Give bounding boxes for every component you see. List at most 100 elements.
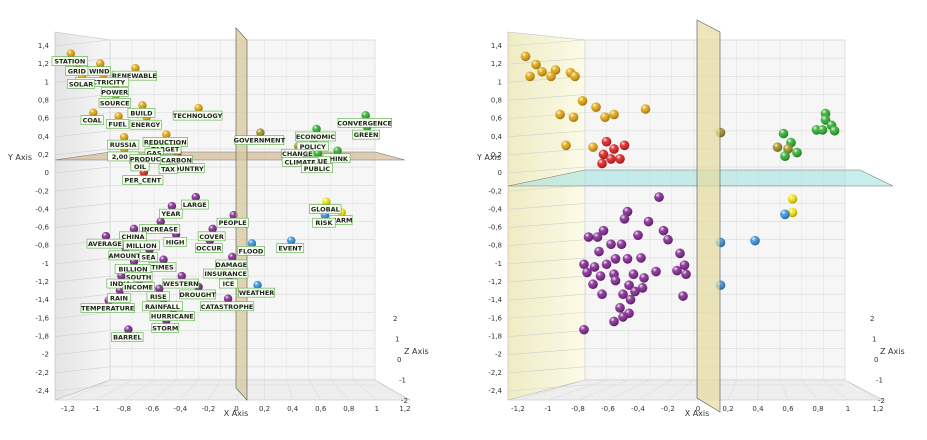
label-box [142, 301, 183, 312]
data-point [156, 217, 165, 226]
x-tick-label: 1,2 [399, 405, 410, 413]
label-box [86, 238, 124, 249]
point-label: BILLION [114, 264, 152, 274]
point-label: RISE [146, 291, 170, 302]
data-point [138, 101, 147, 110]
x-tick-label: 1,2 [872, 405, 883, 413]
data-point [598, 225, 609, 236]
sphere-shading [787, 207, 798, 218]
y-tick-label: -0,6 [488, 224, 502, 232]
data-point [787, 207, 798, 218]
data-point [208, 224, 217, 234]
point-label: OCCUR [195, 243, 223, 253]
data-point [628, 269, 639, 280]
label-box [309, 204, 342, 214]
grid-line [607, 379, 651, 401]
point-label: DROUGHT [179, 289, 216, 300]
label-box [139, 224, 181, 234]
label-box [51, 56, 89, 66]
grid-line [208, 379, 221, 401]
label-box [111, 332, 144, 342]
sphere-shading [114, 112, 123, 121]
grid-line [517, 379, 586, 401]
data-point [253, 280, 262, 290]
data-point [625, 294, 636, 305]
sphere-shading [520, 51, 531, 62]
point-label-text: WARM [329, 217, 352, 225]
data-point [658, 225, 669, 236]
grid-line [54, 330, 111, 337]
sphere-shading [322, 197, 331, 206]
point-label-text: RUSSIA [110, 141, 137, 149]
sphere-shading [615, 303, 625, 313]
point-label-text: STORM [152, 325, 178, 333]
grid-line [54, 148, 111, 156]
sphere-shading [525, 71, 535, 82]
data-point [124, 325, 133, 334]
point-label-text: GLOBAL [311, 206, 340, 214]
label-box [281, 157, 319, 167]
point-label-text: HURRICANE [151, 313, 194, 321]
label-box [127, 108, 156, 118]
point-label: CARBON [160, 155, 193, 165]
data-point [783, 144, 793, 154]
y-tick-label: 0,8 [491, 96, 502, 104]
y-tick-label: 0 [498, 169, 502, 177]
sphere-shading [253, 280, 262, 290]
data-point [555, 109, 565, 120]
point-label-text: INCOME [124, 284, 153, 292]
data-point [651, 266, 661, 277]
label-box [122, 175, 164, 185]
point-label-text: CARBON [161, 157, 192, 165]
sphere-shading [679, 260, 690, 270]
x-axis-title: X Axis [224, 409, 249, 418]
point-label: OIL [130, 161, 150, 172]
point-label-text: TAX [161, 166, 175, 174]
z-tick-label: 0 [397, 356, 401, 364]
point-label-text: 2,00 € [112, 153, 135, 161]
data-point [780, 209, 790, 220]
point-label: FLOOD [237, 246, 265, 256]
point-label-text: LARGE [183, 201, 207, 209]
y-tick-label: 1,4 [38, 42, 50, 50]
y-tick-label: -2,2 [488, 369, 502, 377]
x-axis-title: X Axis [685, 409, 710, 418]
point-label: TECHNOLOGY [172, 110, 223, 121]
label-box [172, 110, 223, 121]
y-axis-title: Y Axis [7, 153, 32, 162]
point-label: SOLAR [67, 79, 95, 89]
point-label: WESTERN [162, 278, 199, 289]
scatter-plot-right: 1,4 1,2 1 0,8 0,6 0,4 0,2 0 -0,2 -0,4 -0,6 -0,8 -1 -1… [476, 19, 905, 418]
data-point [750, 235, 760, 246]
data-point [96, 59, 105, 68]
data-point [817, 125, 828, 135]
grid-line [330, 379, 350, 401]
grid-line [54, 257, 111, 265]
point-label: STATION [51, 56, 89, 66]
sphere-shading [622, 206, 633, 217]
point-label-text: INDIA [110, 280, 131, 288]
label-box [80, 303, 135, 313]
point-label: GRID [65, 66, 89, 76]
y-tick-label: 0,6 [491, 115, 503, 123]
grid-line [507, 293, 586, 301]
point-label: HURRICANE [149, 311, 195, 322]
z-axis-title: Z Axis [880, 347, 905, 356]
sphere-shading [537, 66, 547, 77]
point-label-text: REDUCTION [144, 138, 187, 146]
sphere-shading [783, 144, 793, 154]
sphere-shading [582, 267, 592, 278]
sphere-shading [636, 253, 646, 263]
point-label-text: CLIMATE [284, 158, 315, 166]
point-label: TEMPERATURE [80, 303, 135, 313]
y-tick-label: 0,2 [38, 151, 49, 159]
data-point [531, 59, 541, 70]
data-point [312, 124, 321, 134]
x-tick-label: -0,8 [571, 405, 585, 413]
x-tick-label: 1 [375, 405, 379, 413]
label-box [98, 98, 131, 108]
sphere-shading [167, 201, 177, 211]
y-tick-label: -2,4 [488, 387, 502, 395]
label-box [195, 243, 223, 253]
sphere-shading [256, 128, 265, 137]
